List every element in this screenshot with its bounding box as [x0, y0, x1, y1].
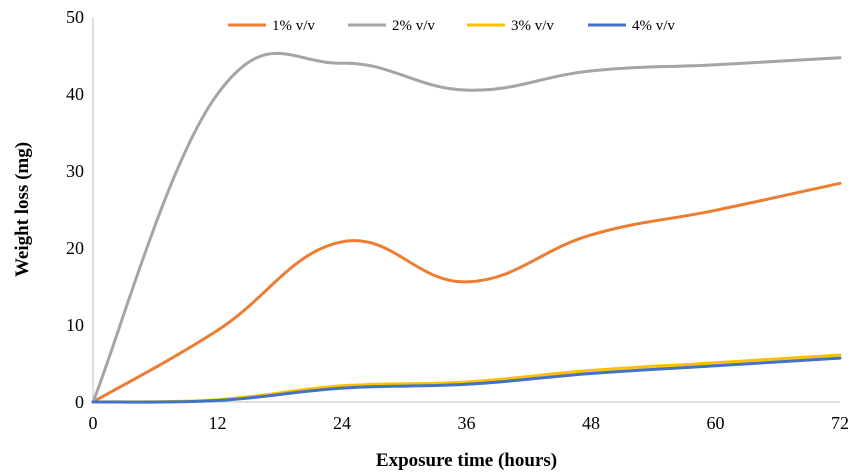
x-tick-label: 36: [458, 413, 476, 433]
x-tick-label: 72: [831, 413, 849, 433]
legend: 1% v/v 2% v/v 3% v/v 4% v/v: [228, 18, 675, 34]
y-tick-label: 20: [66, 238, 84, 258]
y-tick-label: 10: [66, 315, 84, 335]
axes: 0 10 20 30 40 50 0 12 24 36 48 60 72: [66, 7, 849, 433]
legend-label: 3% v/v: [511, 18, 554, 34]
y-tick-label: 50: [66, 7, 84, 27]
legend-label: 1% v/v: [272, 18, 315, 34]
x-tick-label: 24: [333, 413, 351, 433]
x-tick-label: 0: [89, 413, 98, 433]
x-tick-label: 60: [707, 413, 725, 433]
series-line-3: [91, 353, 842, 404]
legend-label: 4% v/v: [632, 18, 675, 34]
y-tick-label: 40: [66, 84, 84, 104]
series-line-4: [91, 356, 842, 404]
x-tick-label: 48: [582, 413, 600, 433]
y-tick-label: 0: [75, 392, 84, 412]
y-axis-title: Weight loss (mg): [12, 142, 33, 277]
series-layer: [91, 51, 842, 404]
series-line-2: [91, 51, 842, 404]
x-tick-label: 12: [209, 413, 227, 433]
y-tick-label: 30: [66, 161, 84, 181]
series-line-1: [91, 181, 842, 404]
x-axis-title: Exposure time (hours): [376, 450, 557, 471]
legend-label: 2% v/v: [392, 18, 435, 34]
